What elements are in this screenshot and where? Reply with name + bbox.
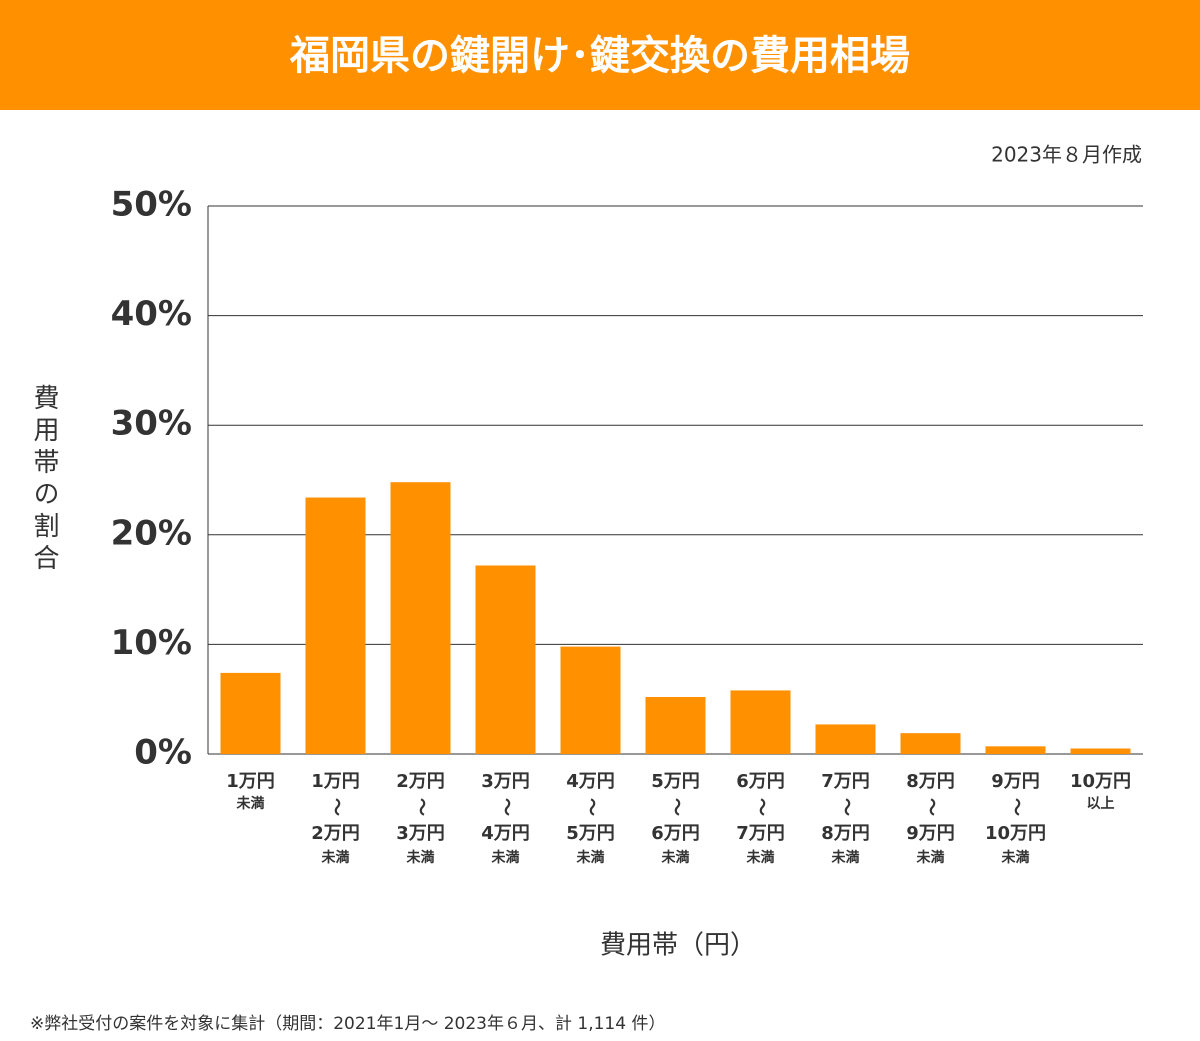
x-tick-label: 未満	[407, 849, 435, 866]
x-tick-label: 9万円	[906, 823, 955, 844]
x-tick-label: 1万円	[226, 771, 275, 792]
x-tick-label: 4万円	[566, 771, 615, 792]
bar	[475, 565, 536, 754]
x-tick-label: 9万円	[991, 771, 1040, 792]
x-tick-label: 〜	[326, 798, 347, 816]
x-tick-label: 1万円	[311, 771, 360, 792]
bar	[390, 482, 451, 754]
x-tick-label: 10万円	[1070, 771, 1131, 792]
x-tick-label: 〜	[411, 798, 432, 816]
y-tick-label: 50%	[111, 185, 192, 225]
x-tick-label: 未満	[577, 849, 605, 866]
x-tick-label: 6万円	[736, 771, 785, 792]
y-tick-label: 10%	[111, 623, 192, 663]
x-tick-label: 7万円	[736, 823, 785, 844]
x-tick-label: 未満	[662, 849, 690, 866]
x-tick-label: 未満	[322, 849, 350, 866]
y-axis-label: 費用帯の割合	[29, 384, 59, 576]
x-tick-label: 〜	[581, 798, 602, 816]
x-tick-label: 10万円	[985, 823, 1046, 844]
x-tick-label: 4万円	[481, 823, 530, 844]
x-tick-label: 〜	[1006, 798, 1027, 816]
x-tick-label: 5万円	[651, 771, 700, 792]
x-tick-label: 2万円	[396, 771, 445, 792]
bar	[220, 672, 281, 754]
x-tick-label: 以上	[1087, 796, 1115, 812]
y-tick-label: 40%	[111, 294, 192, 334]
x-tick-label: 7万円	[821, 771, 870, 792]
chart-subtitle: 2023年８月作成	[991, 143, 1142, 167]
y-tick-label: 0%	[134, 733, 192, 773]
x-tick-label: 8万円	[821, 823, 870, 844]
x-tick-label: 未満	[832, 849, 860, 866]
x-tick-label: 8万円	[906, 771, 955, 792]
bar	[985, 746, 1046, 754]
bar	[815, 724, 876, 754]
header-band	[0, 0, 1200, 110]
x-tick-label: 未満	[747, 849, 775, 866]
x-tick-label: 未満	[237, 795, 265, 812]
bar	[645, 697, 706, 754]
x-tick-label: 〜	[496, 798, 517, 816]
bar	[900, 733, 961, 754]
x-tick-label: 〜	[921, 798, 942, 816]
bar	[730, 690, 791, 754]
footnote: ※弊社受付の案件を対象に集計（期間：2021年1月～ 2023年６月、計 1,1…	[30, 1014, 665, 1034]
x-tick-label: 〜	[666, 798, 687, 816]
y-tick-label: 30%	[111, 404, 192, 444]
x-tick-label: 〜	[836, 798, 857, 816]
x-tick-label: 2万円	[311, 823, 360, 844]
chart-title: 福岡県の鍵開け･鍵交換の費用相場	[289, 33, 910, 79]
bar	[1070, 748, 1131, 754]
bar	[560, 646, 621, 754]
x-tick-label: 未満	[917, 849, 945, 866]
y-tick-label: 20%	[111, 513, 192, 553]
x-axis-label: 費用帯（円）	[600, 931, 756, 961]
x-tick-label: 未満	[1002, 849, 1030, 866]
x-tick-label: 6万円	[651, 823, 700, 844]
x-tick-label: 未満	[492, 849, 520, 866]
bar	[305, 497, 366, 754]
x-tick-label: 〜	[751, 798, 772, 816]
x-tick-label: 3万円	[481, 771, 530, 792]
x-tick-label: 3万円	[396, 823, 445, 844]
x-tick-label: 5万円	[566, 823, 615, 844]
